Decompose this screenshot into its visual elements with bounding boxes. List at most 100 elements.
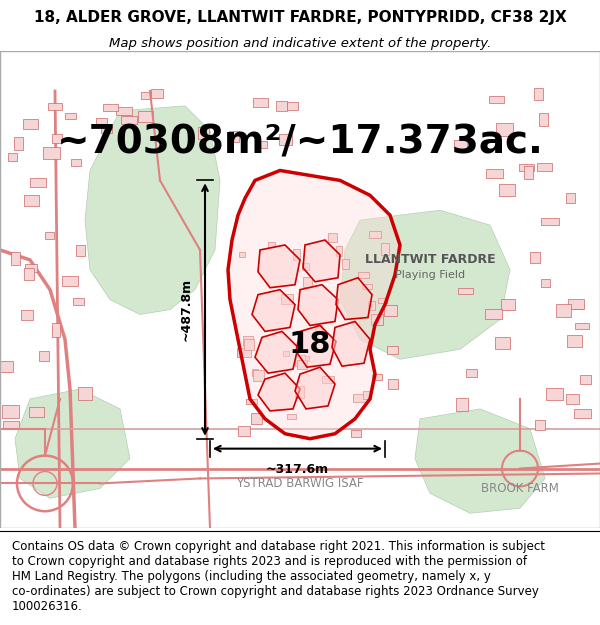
Bar [342,259,349,269]
Bar [456,398,468,411]
Bar [499,184,515,196]
Bar [485,169,503,178]
Polygon shape [295,367,335,409]
Bar [500,299,515,309]
Bar [566,394,579,404]
Bar [39,351,49,361]
Bar [386,346,398,354]
Bar [199,127,209,139]
Bar [520,164,534,171]
Bar [524,166,533,179]
Bar [24,268,34,281]
Bar [535,89,544,100]
Polygon shape [258,245,300,288]
Bar [4,421,19,428]
Bar [575,322,589,329]
Bar [151,89,163,98]
Bar [76,244,85,256]
Bar [239,252,245,257]
Text: ~487.8m: ~487.8m [180,278,193,341]
Bar [574,409,591,418]
Bar [24,196,39,206]
Bar [495,337,509,349]
Bar [302,263,309,269]
Bar [23,119,38,129]
Polygon shape [252,290,295,331]
Bar [73,298,84,305]
Text: Map shows position and indicative extent of the property.: Map shows position and indicative extent… [109,37,491,50]
Text: Playing Field: Playing Field [395,270,465,280]
Bar [49,103,62,111]
Bar [303,277,311,287]
Bar [0,361,13,372]
Bar [243,336,253,346]
Bar [276,101,287,111]
Bar [121,116,137,124]
Bar [22,310,32,320]
Bar [293,249,300,259]
Text: LLANTWIT FARDRE: LLANTWIT FARDRE [365,253,496,266]
Bar [388,379,398,389]
Text: BROOK FARM: BROOK FARM [481,482,559,495]
Bar [96,118,107,125]
Polygon shape [255,331,298,373]
Bar [46,232,53,239]
Bar [571,301,583,309]
Bar [380,243,389,255]
Bar [363,391,370,399]
Bar [351,430,361,437]
Bar [29,407,44,418]
Bar [280,134,292,145]
Bar [315,325,322,333]
Bar [30,178,46,187]
Bar [328,233,337,242]
Bar [11,252,20,265]
Bar [458,288,473,294]
Polygon shape [336,278,372,319]
Bar [283,351,289,356]
Bar [251,413,262,424]
Bar [268,242,275,247]
Bar [353,394,367,402]
Bar [140,92,151,99]
Bar [62,276,77,286]
Bar [25,264,37,272]
Bar [52,134,62,142]
Polygon shape [303,240,340,282]
Text: ~317.6m: ~317.6m [266,462,329,476]
Bar [556,304,571,317]
Bar [139,111,153,122]
Bar [384,305,397,316]
Bar [541,218,559,225]
Bar [253,370,265,381]
Bar [287,102,298,110]
Bar [369,231,382,238]
Bar [489,96,504,103]
Text: YSTRAD BARWIG ISAF: YSTRAD BARWIG ISAF [236,477,364,490]
Bar [14,138,23,150]
Polygon shape [332,321,370,366]
Bar [541,279,550,288]
Bar [71,159,80,166]
Bar [335,246,342,256]
Bar [78,387,92,400]
Polygon shape [15,389,130,498]
Bar [371,314,383,325]
Bar [287,414,296,419]
Bar [496,123,513,136]
Bar [238,426,250,436]
Bar [322,376,334,382]
Bar [368,301,375,309]
Bar [246,399,257,404]
Polygon shape [298,285,338,326]
Bar [566,193,575,203]
Bar [546,388,563,400]
Bar [252,369,259,376]
Bar [537,163,553,171]
Bar [103,104,118,111]
Polygon shape [228,171,400,439]
Bar [116,107,132,115]
Bar [358,272,368,278]
Bar [8,153,17,161]
Bar [580,374,591,384]
